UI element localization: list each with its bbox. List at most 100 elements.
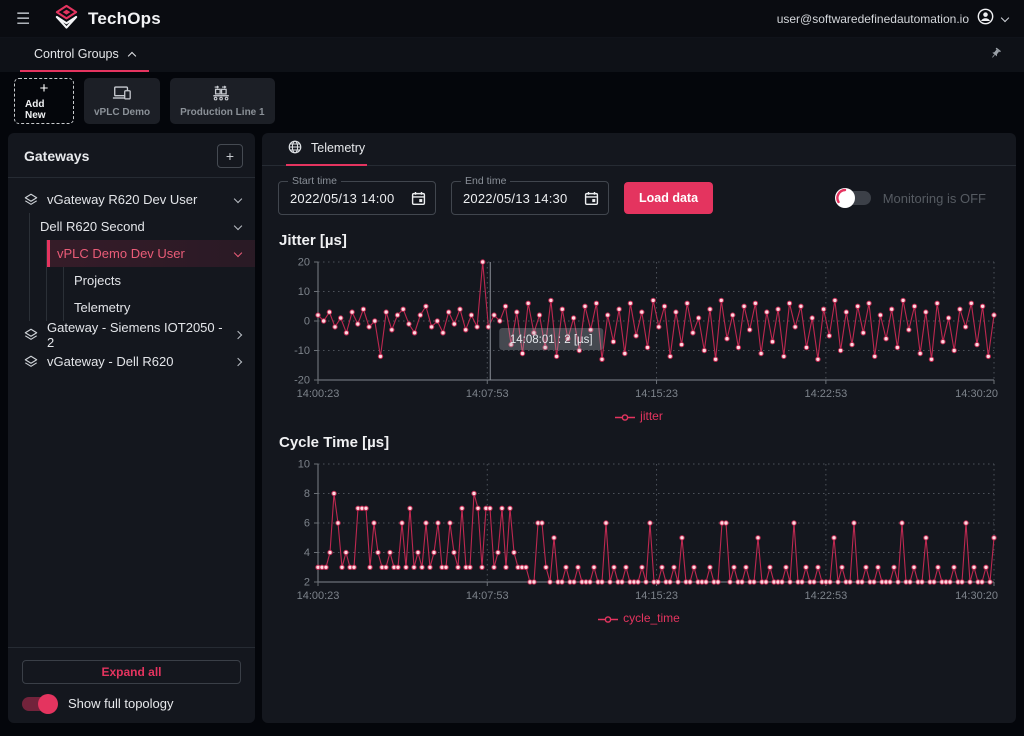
vplc-demo-card[interactable]: vPLC Demo [84, 78, 160, 124]
divider [8, 647, 255, 648]
svg-text:0: 0 [304, 316, 310, 328]
chevron-down-icon [234, 221, 242, 229]
tab-telemetry[interactable]: Telemetry [286, 133, 367, 166]
start-time-field[interactable]: Start time 2022/05/13 14:00 [278, 181, 436, 215]
svg-text:14:07:53: 14:07:53 [466, 388, 509, 400]
show-full-topology-toggle[interactable] [22, 697, 56, 711]
svg-text:14:22:53: 14:22:53 [804, 590, 847, 602]
add-new-card[interactable]: + Add New [14, 78, 74, 124]
cycle-time-legend-label: cycle_time [623, 611, 680, 625]
tree-item-label: vGateway R620 Dev User [47, 192, 226, 207]
tree-item-vplc-demo-dev-user[interactable]: vPLC Demo Dev User [47, 240, 255, 267]
tab-control-groups-label: Control Groups [34, 47, 119, 61]
plus-icon: + [40, 81, 49, 96]
monitoring-toggle[interactable] [837, 191, 871, 205]
globe-icon [288, 140, 302, 157]
layers-icon [24, 355, 38, 368]
telemetry-panel: Telemetry Start time 2022/05/13 14:00 En… [262, 133, 1016, 723]
tree-item-telemetry[interactable]: Telemetry [64, 294, 255, 321]
show-full-topology-label: Show full topology [68, 696, 174, 711]
add-gateway-button[interactable]: + [217, 144, 243, 168]
pin-icon[interactable] [989, 46, 1002, 66]
jitter-legend[interactable]: jitter [278, 409, 1000, 423]
cycle-time-chart[interactable]: 10 8 6 4 214:00:23 14:07:53 14:15:23 14:22:53 14… [278, 458, 1000, 610]
add-new-card-label: Add New [25, 99, 63, 121]
sidebar-title: Gateways [24, 148, 217, 164]
start-time-label: Start time [288, 175, 341, 187]
layers-icon [24, 193, 38, 206]
chevron-down-icon [234, 194, 242, 202]
user-email: user@softwaredefinedautomation.io [777, 12, 969, 26]
tree-item-gateway-siemens-iot2050[interactable]: Gateway - Siemens IOT2050 - 2 [8, 321, 255, 348]
jitter-chart-svg[interactable]: 20100-10-2014:00:2314:07:5314:15:2314:22… [278, 256, 1000, 403]
chevron-right-icon [234, 330, 242, 338]
jitter-chart-title: Jitter [µs] [279, 232, 1000, 249]
gateways-sidebar: Gateways + vGateway R620 Dev User Dell R… [8, 133, 255, 723]
svg-text:6: 6 [304, 518, 310, 530]
control-group-cards: + Add New vPLC Demo Production Line 1 [14, 78, 275, 124]
end-time-label: End time [461, 175, 510, 187]
svg-text:4: 4 [304, 547, 310, 559]
legend-marker-icon [598, 615, 618, 624]
svg-text:2: 2 [304, 577, 310, 589]
tree-item-vgateway-dell-r620[interactable]: vGateway - Dell R620 [8, 348, 255, 375]
layers-icon [24, 328, 38, 341]
hamburger-menu-icon[interactable]: ☰ [16, 9, 40, 29]
cycle-time-chart-title: Cycle Time [µs] [279, 434, 1000, 451]
user-avatar-icon[interactable] [977, 8, 994, 30]
chevron-right-icon [234, 357, 242, 365]
tab-control-groups[interactable]: Control Groups [20, 38, 149, 72]
tree-item-label: Dell R620 Second [40, 219, 226, 234]
svg-text:14:08:01 : 2 [µs]: 14:08:01 : 2 [µs] [510, 334, 593, 346]
svg-text:-20: -20 [294, 375, 310, 387]
tree-item-label: vPLC Demo Dev User [57, 246, 226, 261]
svg-text:14:00:23: 14:00:23 [297, 590, 340, 602]
svg-text:14:15:23: 14:15:23 [635, 590, 678, 602]
calendar-icon[interactable] [584, 191, 599, 206]
cycle-time-legend[interactable]: cycle_time [278, 611, 1000, 625]
tree-item-label: Projects [74, 273, 241, 288]
gateway-tree: vGateway R620 Dev User Dell R620 Second … [8, 178, 255, 375]
app-title: TechOps [88, 9, 161, 29]
svg-text:14:30:20: 14:30:20 [955, 590, 998, 602]
svg-text:10: 10 [298, 459, 310, 471]
end-time-value[interactable]: 2022/05/13 14:30 [463, 191, 584, 206]
app-logo: TechOps [54, 4, 161, 34]
monitoring-status-label: Monitoring is OFF [883, 191, 986, 206]
chevron-down-icon [234, 248, 242, 256]
user-menu-chevron-down-icon[interactable] [1001, 13, 1009, 21]
control-groups-bar: Control Groups [0, 38, 1024, 72]
tree-item-projects[interactable]: Projects [64, 267, 255, 294]
jitter-legend-label: jitter [640, 409, 663, 423]
svg-text:-10: -10 [294, 345, 310, 357]
svg-text:20: 20 [298, 257, 310, 269]
tree-item-label: Telemetry [74, 300, 241, 315]
top-header: ☰ TechOps user@softwaredefinedautomation… [0, 0, 1024, 38]
monitoring-toggle-knob [835, 188, 855, 208]
chevron-up-icon [128, 51, 136, 59]
svg-text:14:22:53: 14:22:53 [804, 388, 847, 400]
logo-icon [54, 4, 79, 34]
expand-all-button[interactable]: Expand all [22, 660, 241, 684]
jitter-chart[interactable]: 20100-10-2014:00:2314:07:5314:15:2314:22… [278, 256, 1000, 408]
tab-telemetry-label: Telemetry [311, 141, 365, 155]
conveyor-icon [211, 85, 233, 104]
load-data-button[interactable]: Load data [624, 182, 713, 214]
tree-item-vgateway-r620-dev-user[interactable]: vGateway R620 Dev User [8, 186, 255, 213]
svg-text:14:15:23: 14:15:23 [635, 388, 678, 400]
production-line-card[interactable]: Production Line 1 [170, 78, 274, 124]
end-time-field[interactable]: End time 2022/05/13 14:30 [451, 181, 609, 215]
svg-text:10: 10 [298, 286, 310, 298]
svg-text:8: 8 [304, 488, 310, 500]
start-time-value[interactable]: 2022/05/13 14:00 [290, 191, 411, 206]
tree-item-dell-r620-second[interactable]: Dell R620 Second [30, 213, 255, 240]
laptop-icon [112, 85, 132, 104]
tree-item-label: Gateway - Siemens IOT2050 - 2 [47, 320, 226, 350]
calendar-icon[interactable] [411, 191, 426, 206]
svg-text:14:30:20: 14:30:20 [955, 388, 998, 400]
production-line-card-label: Production Line 1 [180, 107, 264, 118]
cycle-time-chart-svg[interactable]: 10 8 6 4 214:00:23 14:07:53 14:15:23 14:22:53 14… [278, 458, 1000, 605]
legend-marker-icon [615, 413, 635, 422]
vplc-demo-card-label: vPLC Demo [94, 107, 150, 118]
svg-text:14:07:53: 14:07:53 [466, 590, 509, 602]
